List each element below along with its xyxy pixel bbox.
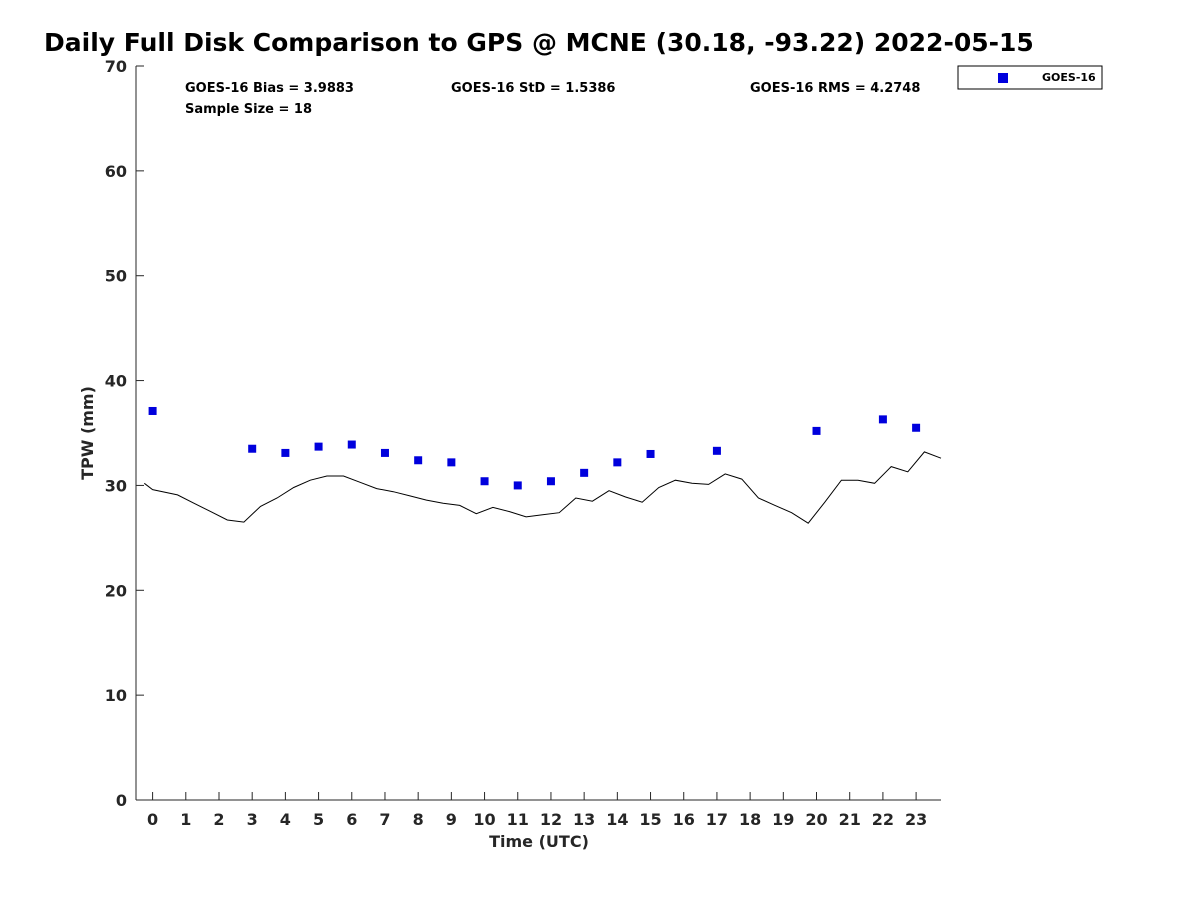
x-tick-label: 4 [280, 810, 291, 829]
x-tick-label: 1 [180, 810, 191, 829]
x-tick-label: 17 [706, 810, 728, 829]
goes16-point [480, 477, 489, 486]
x-tick-label: 20 [805, 810, 827, 829]
y-tick-label: 10 [105, 686, 127, 705]
goes16-point [613, 458, 622, 467]
goes16-marker-series [148, 406, 921, 490]
goes16-point [580, 468, 589, 477]
gps-line [143, 451, 942, 524]
x-tick-label: 2 [213, 810, 224, 829]
ticks: 0 1 2 3 4 5 6 7 8 9 10 11 12 13 14 15 16 17 18 19 20 21 22 2301… [105, 57, 928, 829]
goes16-point [646, 449, 655, 458]
x-tick-label: 8 [413, 810, 424, 829]
bias-stat: GOES-16 Bias = 3.9883 [185, 81, 354, 96]
y-tick-label: 70 [105, 57, 127, 76]
goes16-point [812, 426, 821, 435]
y-tick-label: 40 [105, 372, 127, 391]
chart-title: Daily Full Disk Comparison to GPS @ MCNE… [44, 28, 1034, 57]
goes16-point [712, 446, 721, 455]
x-tick-label: 19 [772, 810, 794, 829]
x-tick-label: 14 [606, 810, 628, 829]
y-axis-label: TPW (mm) [78, 386, 97, 480]
goes16-point [314, 442, 323, 451]
goes16-point [281, 448, 290, 457]
x-tick-label: 18 [739, 810, 761, 829]
rms-stat: GOES-16 RMS = 4.2748 [750, 81, 920, 96]
y-tick-label: 30 [105, 476, 127, 495]
goes16-point [878, 415, 887, 424]
x-tick-label: 16 [673, 810, 695, 829]
legend: GOES-16 [957, 65, 1103, 90]
goes16-point [248, 444, 257, 453]
goes16-point [447, 458, 456, 467]
legend-marker-goes16 [998, 73, 1008, 83]
x-tick-label: 6 [346, 810, 357, 829]
goes16-point [347, 440, 356, 449]
x-tick-label: 15 [639, 810, 661, 829]
legend-label-goes16: GOES-16 [1042, 71, 1096, 84]
x-tick-label: 0 [147, 810, 158, 829]
x-axis-label: Time (UTC) [489, 832, 589, 851]
x-tick-label: 11 [507, 810, 529, 829]
x-tick-label: 7 [379, 810, 390, 829]
y-tick-label: 0 [116, 791, 127, 810]
sample-size-stat: Sample Size = 18 [185, 102, 312, 117]
goes16-point [414, 456, 423, 465]
x-tick-label: 9 [446, 810, 457, 829]
x-tick-label: 10 [473, 810, 495, 829]
y-tick-label: 60 [105, 162, 127, 181]
x-tick-label: 5 [313, 810, 324, 829]
y-tick-label: 50 [105, 267, 127, 286]
goes16-point [148, 406, 157, 415]
x-tick-label: 13 [573, 810, 595, 829]
x-tick-label: 3 [247, 810, 258, 829]
x-tick-label: 22 [872, 810, 894, 829]
goes16-point [380, 448, 389, 457]
x-tick-label: 12 [540, 810, 562, 829]
gps-line-series [143, 451, 942, 524]
std-stat: GOES-16 StD = 1.5386 [451, 81, 615, 96]
goes16-point [912, 423, 921, 432]
goes16-point [546, 477, 555, 486]
x-tick-label: 21 [839, 810, 861, 829]
axes [135, 66, 941, 801]
goes16-point [513, 481, 522, 490]
legend-box [957, 65, 1103, 90]
y-tick-label: 20 [105, 581, 127, 600]
x-tick-label: 23 [905, 810, 927, 829]
